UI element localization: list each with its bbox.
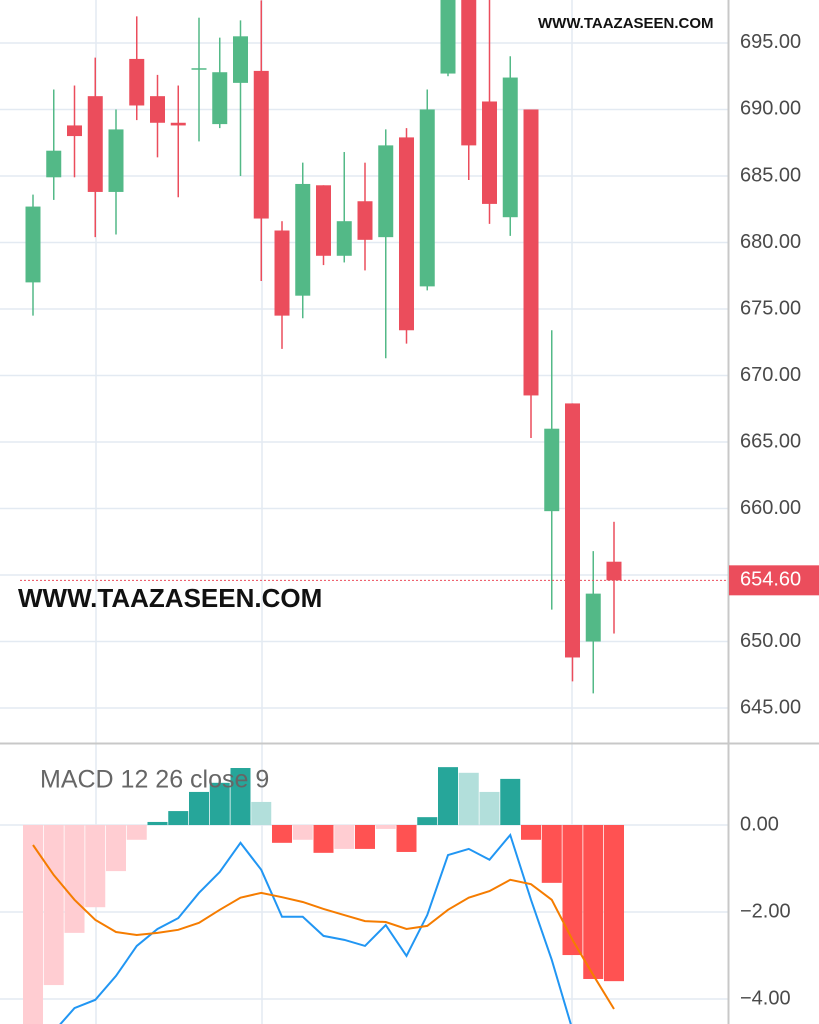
indicator-line bbox=[59, 832, 572, 1024]
last-price-box bbox=[729, 565, 819, 596]
candle-body bbox=[233, 36, 248, 83]
candle-body bbox=[274, 230, 290, 316]
histogram-bar bbox=[438, 767, 458, 825]
candle-body bbox=[357, 201, 373, 240]
y-tick-label: 0.00 bbox=[740, 813, 779, 835]
histogram-bar bbox=[500, 778, 521, 825]
grid-vertical bbox=[95, 0, 573, 1024]
candle-body bbox=[87, 96, 103, 192]
y-tick-label: 690.00 bbox=[740, 98, 801, 120]
histogram-bar bbox=[417, 817, 438, 825]
candle-body bbox=[606, 561, 622, 581]
histogram-bar bbox=[168, 811, 189, 825]
y-tick-label: 675.00 bbox=[740, 297, 801, 319]
histogram-bar bbox=[251, 801, 272, 825]
histogram-bar bbox=[562, 824, 583, 956]
candle-body bbox=[502, 77, 518, 218]
histogram-bar bbox=[230, 768, 251, 825]
histogram-bar bbox=[355, 824, 375, 849]
candle-body bbox=[399, 137, 414, 331]
histogram-bar bbox=[375, 824, 396, 829]
y-tick-label: 650.00 bbox=[740, 630, 801, 652]
candle-body bbox=[108, 129, 124, 192]
candle-body bbox=[544, 428, 560, 512]
histogram-bar bbox=[396, 824, 417, 852]
y-tick-label: −4.00 bbox=[740, 987, 791, 1009]
candle-body bbox=[253, 70, 269, 219]
candle-body bbox=[440, 0, 456, 74]
histogram-bar bbox=[64, 824, 85, 933]
candle-body bbox=[316, 185, 331, 256]
candle-body bbox=[523, 109, 539, 396]
candle-body bbox=[378, 145, 394, 238]
indicator-title: MACD 12 26 close 9 bbox=[40, 766, 269, 794]
candle-body bbox=[150, 96, 165, 123]
histogram-bar bbox=[583, 824, 604, 979]
y-tick-label: 645.00 bbox=[740, 696, 801, 718]
candle-body bbox=[419, 109, 435, 287]
histogram-bar bbox=[126, 824, 147, 840]
candle-body bbox=[212, 72, 228, 125]
histogram-bar bbox=[189, 791, 209, 825]
y-tick-label: −2.00 bbox=[740, 900, 791, 922]
histogram-bar bbox=[458, 772, 479, 825]
histogram-bar bbox=[147, 821, 168, 825]
histogram-bar bbox=[292, 824, 313, 840]
y-tick-label: 685.00 bbox=[740, 164, 801, 186]
last-price-label: 654.60 bbox=[740, 569, 801, 591]
candle-body bbox=[191, 68, 207, 70]
histogram-bar bbox=[85, 824, 106, 908]
indicator-line bbox=[32, 844, 615, 1010]
candle-body bbox=[25, 206, 41, 283]
histogram-bar bbox=[521, 824, 541, 840]
candle-body bbox=[295, 183, 311, 296]
histogram-bar bbox=[209, 782, 230, 825]
candle-body bbox=[585, 593, 601, 642]
y-tick-label: 680.00 bbox=[740, 231, 801, 253]
candle-body bbox=[170, 122, 186, 126]
watermark: WWW.TAAZASEEN.COM bbox=[18, 583, 322, 613]
y-tick-label: 660.00 bbox=[740, 497, 801, 519]
y-tick-label: 670.00 bbox=[740, 364, 801, 386]
watermark: WWW.TAAZASEEN.COM bbox=[538, 15, 714, 32]
candle-body bbox=[565, 403, 580, 658]
histogram-bar bbox=[541, 824, 562, 883]
candle-body bbox=[461, 0, 477, 146]
histogram-bar bbox=[313, 824, 334, 853]
candle-body bbox=[46, 150, 62, 178]
histogram-bar bbox=[272, 824, 292, 843]
histogram-bar bbox=[604, 824, 624, 982]
candle-body bbox=[67, 125, 82, 137]
candle-body bbox=[129, 58, 145, 106]
y-tick-label: 665.00 bbox=[740, 430, 801, 452]
candle-body bbox=[336, 221, 352, 256]
y-tick-label: 695.00 bbox=[740, 31, 801, 53]
histogram-bar bbox=[23, 824, 43, 1024]
histogram-bar bbox=[106, 824, 126, 872]
histogram-bar bbox=[479, 791, 500, 825]
histogram-bar bbox=[334, 824, 355, 849]
histogram-bar bbox=[43, 824, 64, 986]
candle-body bbox=[482, 101, 497, 204]
